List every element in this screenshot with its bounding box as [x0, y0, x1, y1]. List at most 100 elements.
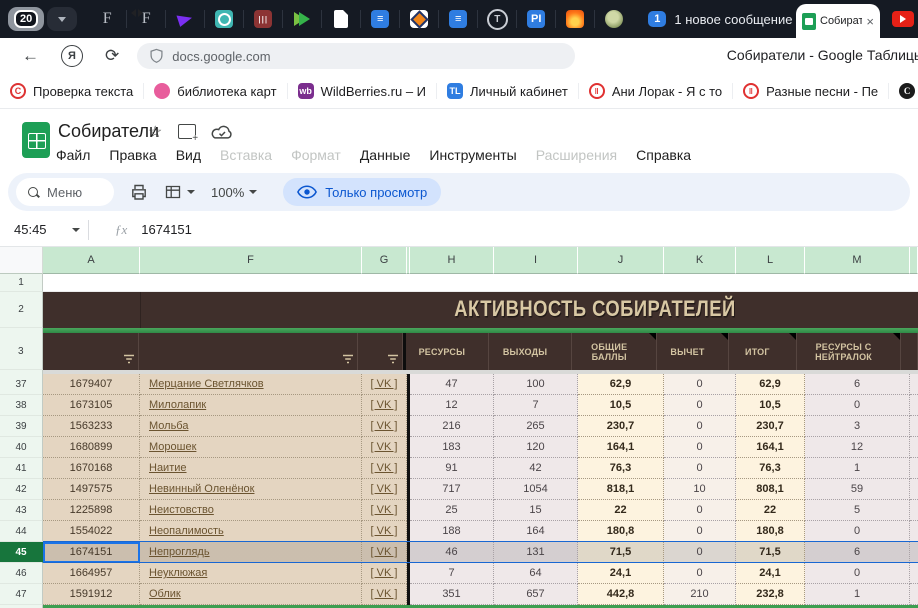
header-cell-resources[interactable]: РЕСУРСЫ	[405, 333, 489, 370]
column-header-F[interactable]: F	[140, 247, 362, 274]
row-number[interactable]: 2	[0, 292, 43, 328]
cell-total-points[interactable]: 62,9	[578, 374, 664, 395]
vk-link[interactable]: [ VK ]	[370, 483, 398, 495]
collector-link[interactable]: Мольба	[149, 420, 189, 432]
cell-neutral-resources[interactable]: 3	[805, 416, 910, 437]
collector-link[interactable]: Неопалимость	[149, 525, 224, 537]
filter-views-button[interactable]	[164, 183, 195, 201]
cell-vk[interactable]: [ VK ]	[362, 542, 407, 563]
youtube-icon[interactable]	[892, 11, 914, 27]
cell-player-id[interactable]: 1563233	[43, 416, 140, 437]
pinned-tab-fire[interactable]	[563, 7, 587, 31]
google-sheets-logo[interactable]	[22, 122, 50, 158]
pinned-tab-f2[interactable]: F	[134, 7, 158, 31]
formula-input[interactable]: 1674151	[141, 222, 192, 237]
cell-collector-name[interactable]: Неопалимость	[140, 521, 362, 542]
cell-resources[interactable]: 216	[410, 416, 494, 437]
header-cell-F[interactable]	[138, 333, 359, 370]
column-header-H[interactable]: H	[410, 247, 494, 274]
yandex-home-button[interactable]: Я	[61, 45, 83, 67]
vk-link[interactable]: [ VK ]	[370, 567, 398, 579]
column-header-M[interactable]: M	[805, 247, 910, 274]
bookmark-account[interactable]: TL Личный кабинет	[447, 83, 579, 99]
vk-link[interactable]: [ VK ]	[370, 504, 398, 516]
row-number[interactable]: 37	[0, 374, 43, 395]
cell-player-id[interactable]: 1679407	[43, 374, 140, 395]
banner-cell[interactable]: АКТИВНОСТЬ СОБИРАТЕЛЕЙ	[43, 292, 918, 328]
cell-next-column[interactable]	[910, 395, 918, 416]
cell-total-points[interactable]: 22	[578, 500, 664, 521]
cloud-status-icon[interactable]	[210, 124, 234, 141]
tab-list-chevron-button[interactable]	[47, 7, 78, 31]
cell-vk[interactable]: [ VK ]	[362, 500, 407, 521]
cell-next-column[interactable]	[910, 437, 918, 458]
cell-total-points[interactable]: 230,7	[578, 416, 664, 437]
vk-link[interactable]: [ VK ]	[370, 588, 398, 600]
cell-next-column[interactable]	[910, 416, 918, 437]
filter-icon[interactable]	[387, 354, 399, 364]
expand-right-icon[interactable]	[138, 9, 143, 17]
cell-result[interactable]: 76,3	[736, 458, 805, 479]
collector-link[interactable]: Милолапик	[149, 399, 207, 411]
cell-collector-name[interactable]: Мерцание Светлячков	[140, 374, 362, 395]
cell-deduction[interactable]: 0	[664, 395, 736, 416]
cell-collector-name[interactable]: Морошек	[140, 437, 362, 458]
cell-neutral-resources[interactable]: 6	[805, 542, 910, 563]
pinned-tab-bot[interactable]	[212, 7, 236, 31]
cell-collector-name[interactable]: Неистовство	[140, 500, 362, 521]
cell-vk[interactable]: [ VK ]	[362, 395, 407, 416]
bookmark-song-2[interactable]: ‖ Разные песни - Пе	[743, 83, 890, 99]
vk-link[interactable]: [ VK ]	[370, 546, 398, 558]
cell-exits[interactable]: 42	[494, 458, 578, 479]
cell-next-column[interactable]	[910, 374, 918, 395]
row-number[interactable]: 46	[0, 563, 43, 584]
column-header-next[interactable]	[910, 247, 918, 274]
vk-link[interactable]: [ VK ]	[370, 420, 398, 432]
menu-file[interactable]: Файл	[56, 147, 91, 163]
collector-link[interactable]: Непроглядь	[149, 546, 210, 558]
cell-player-id[interactable]: 1497575	[43, 479, 140, 500]
cell-resources[interactable]: 46	[410, 542, 494, 563]
cell-exits[interactable]: 131	[494, 542, 578, 563]
close-tab-icon[interactable]: ×	[866, 13, 874, 29]
cell-total-points[interactable]: 10,5	[578, 395, 664, 416]
vk-link[interactable]: [ VK ]	[370, 441, 398, 453]
add-shortcut-icon[interactable]	[178, 124, 198, 143]
pinned-tab-pi[interactable]: PI	[524, 7, 548, 31]
cell-exits[interactable]: 164	[494, 521, 578, 542]
cell-collector-name[interactable]: Милолапик	[140, 395, 362, 416]
row-number[interactable]: 44	[0, 521, 43, 542]
row-number[interactable]: 1	[0, 274, 43, 292]
cell-deduction[interactable]: 0	[664, 542, 736, 563]
cell-result[interactable]: 232,8	[736, 584, 805, 605]
menu-insert[interactable]: Вставка	[220, 147, 273, 163]
cell-resources[interactable]: 47	[410, 374, 494, 395]
cell-next-column[interactable]	[910, 458, 918, 479]
header-cell-deduction[interactable]: ВЫЧЕТ	[657, 333, 729, 370]
vk-link[interactable]: [ VK ]	[370, 462, 398, 474]
cell-neutral-resources[interactable]: 12	[805, 437, 910, 458]
menu-format[interactable]: Формат	[291, 147, 341, 163]
row-number[interactable]: 45	[0, 542, 43, 563]
cell-result[interactable]: 22	[736, 500, 805, 521]
header-cell-G[interactable]	[358, 333, 403, 370]
column-header-K[interactable]: K	[664, 247, 736, 274]
tab-count-control[interactable]: 20	[8, 7, 78, 31]
cell-collector-name[interactable]: Неуклюжая	[140, 563, 362, 584]
menu-view[interactable]: Вид	[175, 147, 202, 163]
filter-icon[interactable]	[123, 354, 135, 364]
cell-collector-name[interactable]: Непроглядь	[140, 542, 362, 563]
menu-help[interactable]: Справка	[636, 147, 692, 163]
menu-extensions[interactable]: Расширения	[535, 147, 618, 163]
cell-result[interactable]: 808,1	[736, 479, 805, 500]
cell-deduction[interactable]: 0	[664, 500, 736, 521]
hidden-columns-control[interactable]	[131, 9, 143, 17]
empty-row[interactable]	[43, 274, 918, 292]
cell-deduction[interactable]: 210	[664, 584, 736, 605]
select-all-corner[interactable]	[0, 247, 43, 274]
menu-tools[interactable]: Инструменты	[429, 147, 517, 163]
cell-deduction[interactable]: 10	[664, 479, 736, 500]
cell-result[interactable]: 62,9	[736, 374, 805, 395]
header-cell-exits[interactable]: ВЫХОДЫ	[488, 333, 573, 370]
pinned-tab-t[interactable]: T	[485, 7, 509, 31]
